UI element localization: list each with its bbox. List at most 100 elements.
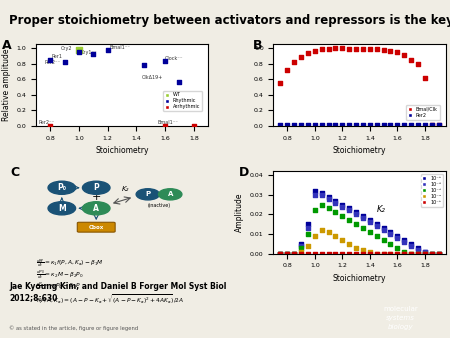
10⁻⁶ <box>318 192 325 197</box>
Bmal/Clk <box>359 46 366 51</box>
10⁻³ <box>339 251 346 256</box>
10⁻⁸ <box>373 221 380 227</box>
Legend: 10⁻⁸, 10⁻⁶, 10⁻⁵, 10⁻⁴, 10⁻³: 10⁻⁸, 10⁻⁶, 10⁻⁵, 10⁻⁴, 10⁻³ <box>421 174 443 207</box>
Text: D: D <box>239 166 249 179</box>
Legend: WT, Rhythmic, Arrhythmic: WT, Rhythmic, Arrhythmic <box>163 91 202 111</box>
10⁻³ <box>318 251 325 256</box>
Per2 <box>318 123 325 128</box>
10⁻⁶ <box>339 204 346 209</box>
Bmal/Clk <box>380 48 387 53</box>
Text: $f(P,A,K_a) = (A-P-K_a+\sqrt{(A-P-K_a)^2+4AK_a})/2A$: $f(P,A,K_a) = (A-P-K_a+\sqrt{(A-P-K_a)^2… <box>36 292 184 306</box>
Point <box>190 123 197 129</box>
10⁻⁸ <box>359 214 366 219</box>
10⁻⁴ <box>359 247 366 252</box>
10⁻⁴ <box>366 249 373 254</box>
10⁻⁴ <box>435 251 442 256</box>
Text: Per1: Per1 <box>52 54 63 59</box>
Text: K₂: K₂ <box>377 206 386 214</box>
10⁻³ <box>359 251 366 256</box>
10⁻⁶ <box>366 219 373 225</box>
10⁻⁵ <box>421 251 428 256</box>
Text: +: + <box>91 192 101 202</box>
Text: (inactive): (inactive) <box>148 202 171 208</box>
Point <box>104 48 111 53</box>
10⁻⁸ <box>387 229 394 235</box>
Text: P: P <box>93 183 99 192</box>
10⁻⁸ <box>339 202 346 207</box>
Per2 <box>325 123 332 128</box>
10⁻⁴ <box>414 251 422 256</box>
Text: Cry2: Cry2 <box>60 46 72 51</box>
10⁻⁵ <box>277 251 284 256</box>
Text: Per2⁻⁻: Per2⁻⁻ <box>45 61 61 66</box>
10⁻⁶ <box>421 249 428 254</box>
Bmal/Clk <box>394 49 401 54</box>
Text: $\frac{dM}{dt} = \kappa_1 f(P,A,K_a) - \beta_1 M$: $\frac{dM}{dt} = \kappa_1 f(P,A,K_a) - \… <box>36 257 104 269</box>
10⁻⁸ <box>366 218 373 223</box>
10⁻⁵ <box>291 251 298 256</box>
10⁻⁵ <box>352 221 360 227</box>
10⁻⁸ <box>421 249 428 254</box>
10⁻³ <box>332 251 339 256</box>
10⁻⁶ <box>394 235 401 241</box>
Text: $\frac{dP}{dt} = \kappa_3 P_0 - \beta_3 P$: $\frac{dP}{dt} = \kappa_3 P_0 - \beta_3 … <box>36 281 81 292</box>
Y-axis label: Amplitude: Amplitude <box>235 193 244 232</box>
Bmal/Clk <box>421 75 428 80</box>
10⁻³ <box>373 251 380 256</box>
Bmal/Clk <box>284 67 291 72</box>
10⁻⁵ <box>359 225 366 231</box>
10⁻³ <box>352 251 360 256</box>
Bmal/Clk <box>297 54 305 60</box>
10⁻⁶ <box>400 239 408 244</box>
Per2 <box>339 123 346 128</box>
10⁻⁵ <box>311 208 318 213</box>
Bmal/Clk <box>318 47 325 52</box>
10⁻⁵ <box>284 251 291 256</box>
10⁻⁵ <box>297 245 305 250</box>
10⁻³ <box>435 251 442 256</box>
Per2 <box>291 123 298 128</box>
10⁻⁸ <box>380 225 387 231</box>
Text: C: C <box>10 166 19 179</box>
10⁻⁵ <box>400 249 408 254</box>
Text: Bmal1⁻⁻: Bmal1⁻⁻ <box>158 120 179 125</box>
Bmal/Clk <box>366 46 373 51</box>
Text: P₀: P₀ <box>57 183 66 192</box>
10⁻⁶ <box>352 212 360 217</box>
Per2 <box>400 123 408 128</box>
Bmal/Clk <box>291 59 298 65</box>
Text: ClkΔ19+: ClkΔ19+ <box>142 75 163 79</box>
10⁻⁶ <box>325 196 332 201</box>
10⁻³ <box>400 251 408 256</box>
10⁻³ <box>387 251 394 256</box>
10⁻⁸ <box>297 241 305 246</box>
Bmal/Clk <box>373 47 380 52</box>
10⁻⁵ <box>346 218 353 223</box>
Per2 <box>284 123 291 128</box>
10⁻⁶ <box>435 251 442 256</box>
10⁻⁶ <box>359 216 366 221</box>
10⁻⁴ <box>332 233 339 239</box>
10⁻⁵ <box>380 237 387 242</box>
Text: Cry1⁻⁻: Cry1⁻⁻ <box>81 49 97 54</box>
Text: A: A <box>93 204 99 213</box>
Text: molecular: molecular <box>383 306 418 312</box>
10⁻⁶ <box>387 231 394 237</box>
Bmal/Clk <box>408 58 415 63</box>
10⁻⁸ <box>311 188 318 194</box>
10⁻⁸ <box>400 237 408 242</box>
10⁻⁶ <box>408 243 415 248</box>
Per2 <box>332 123 339 128</box>
Text: $\frac{dP_0}{dt} = \kappa_2 M - \beta_2 P_0$: $\frac{dP_0}{dt} = \kappa_2 M - \beta_2 … <box>36 269 84 281</box>
Circle shape <box>48 181 76 194</box>
Text: Clock⁻⁻: Clock⁻⁻ <box>165 56 184 61</box>
10⁻³ <box>284 251 291 256</box>
10⁻³ <box>421 251 428 256</box>
Point <box>90 51 97 57</box>
Point <box>140 63 147 68</box>
10⁻³ <box>346 251 353 256</box>
Text: Proper stoichiometry between activators and repressors is the key to sustained o: Proper stoichiometry between activators … <box>9 14 450 26</box>
Text: systems: systems <box>386 315 415 321</box>
Point <box>47 57 54 62</box>
Text: B: B <box>253 39 262 52</box>
